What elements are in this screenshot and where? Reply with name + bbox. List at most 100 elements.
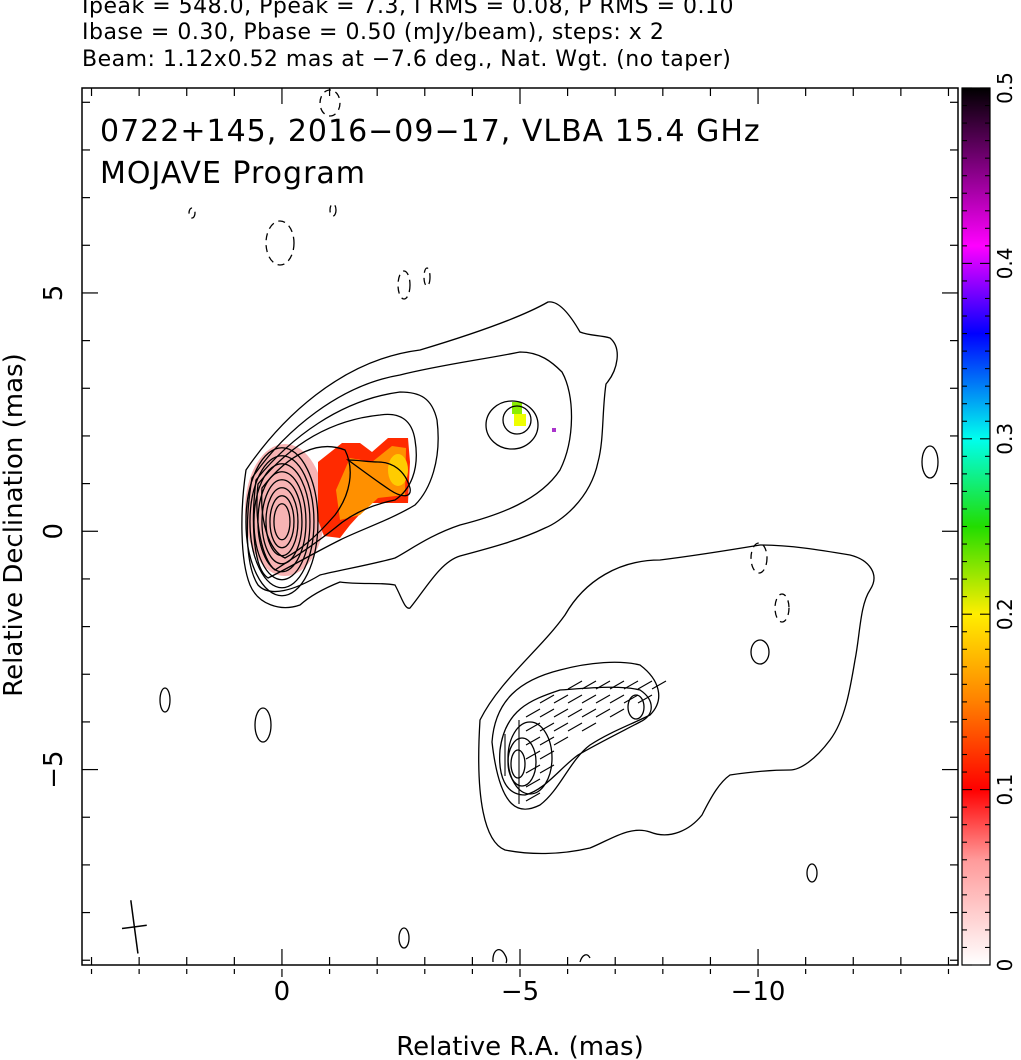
negative-contour — [188, 207, 196, 219]
isolated-contour — [159, 687, 171, 713]
plot-subtitle: MOJAVE Program — [100, 156, 366, 191]
southern-outer-contour — [478, 544, 875, 855]
header-line-3: Beam: 1.12x0.52 mas at −7.6 deg., Nat. W… — [82, 47, 732, 72]
evpa-tick — [539, 736, 555, 746]
evpa-tick — [525, 708, 541, 718]
negative-contour — [423, 267, 431, 287]
evpa-tick — [525, 792, 541, 802]
evpa-tick — [525, 778, 541, 788]
isolated-contour — [579, 954, 591, 963]
contour-jet-3 — [252, 391, 439, 579]
colorbar-tick-label: 0.1 — [993, 774, 1017, 806]
evpa-tick — [525, 750, 541, 760]
colorbar-tick-label: 0.3 — [993, 423, 1017, 455]
evpa-tick — [567, 722, 583, 732]
isolated-contour — [806, 863, 818, 883]
knot-contour-outer — [485, 400, 539, 450]
beam-minor-axis — [121, 924, 147, 930]
evpa-tick — [651, 680, 667, 690]
axis-tick-labels: 0 −5 −10 0 5 −5 — [39, 285, 785, 1007]
isolated-contour — [254, 707, 272, 743]
contour-jet-2 — [246, 351, 573, 593]
southern-knot-contour-d — [627, 694, 645, 720]
southern-contour-2 — [491, 661, 660, 810]
colorbar-tick-label: 0.5 — [993, 72, 1017, 104]
negative-contour — [750, 542, 768, 574]
plot-frame — [81, 87, 959, 966]
evpa-tick — [609, 708, 625, 718]
core-contour — [261, 479, 303, 565]
evpa-vectors — [504, 680, 667, 804]
evpa-tick — [595, 680, 611, 690]
core-contour — [257, 471, 307, 573]
x-axis-label: Relative R.A. (mas) — [396, 1032, 643, 1060]
evpa-tick — [539, 708, 555, 718]
isolated-contour — [921, 445, 939, 479]
colorbar-tick-label: 0.2 — [993, 598, 1017, 630]
negative-contour — [265, 220, 295, 266]
evpa-tick — [539, 722, 555, 732]
core-contour-group — [245, 447, 319, 597]
southern-knot-contour-c — [510, 749, 526, 779]
evpa-tick — [623, 680, 639, 690]
evpa-tick — [525, 736, 541, 746]
header-line-1: Ipeak = 548.0, Ppeak = 7.3, I RMS = 0.08… — [82, 0, 734, 19]
evpa-tick — [553, 694, 569, 704]
knot-polarization-green — [512, 402, 522, 414]
evpa-tick — [567, 708, 583, 718]
evpa-tick — [567, 694, 583, 704]
negative-contour — [397, 270, 411, 300]
negative-contour — [774, 593, 790, 623]
colorbar-ticks — [962, 87, 990, 966]
evpa-tick — [525, 722, 541, 732]
core-contour — [265, 487, 299, 557]
evpa-tick — [539, 750, 555, 760]
evpa-tick — [539, 764, 555, 774]
core-contour — [253, 463, 311, 581]
evpa-tick — [567, 680, 583, 690]
isolated-contour — [492, 949, 508, 964]
x-tick-label: −10 — [731, 977, 786, 1007]
colorbar-tick-label: 0.4 — [993, 247, 1017, 279]
negative-contour — [329, 203, 337, 217]
contour-jet-6 — [345, 459, 411, 497]
axis-ticks — [82, 88, 958, 977]
evpa-tick — [553, 722, 569, 732]
jet-polarization-yellow — [388, 454, 408, 486]
evpa-tick — [623, 694, 639, 704]
evpa-tick — [553, 736, 569, 746]
y-tick-label: −5 — [39, 750, 69, 788]
core-contour — [273, 503, 291, 541]
y-tick-label: 0 — [39, 523, 69, 540]
core-contour — [269, 495, 295, 549]
y-axis-label: Relative Declination (mas) — [0, 353, 29, 696]
evpa-tick — [595, 708, 611, 718]
x-tick-label: 0 — [274, 977, 291, 1007]
evpa-tick — [581, 694, 597, 704]
x-tick-label: −5 — [501, 977, 539, 1007]
southern-knot-contour-b — [507, 737, 537, 787]
southern-knot-contour-e — [750, 639, 770, 665]
evpa-tick — [553, 708, 569, 718]
core-contour — [249, 455, 315, 589]
colorbar-tick-labels: 0 0.1 0.2 0.3 0.4 0.5 — [993, 72, 1017, 971]
knot-polarization-yellow — [514, 414, 526, 426]
knot-contour-inner — [502, 405, 532, 435]
restoring-beam — [121, 900, 147, 954]
knot-polarization-dot — [552, 428, 556, 432]
evpa-tick — [609, 694, 625, 704]
outer-contour-jet — [241, 301, 618, 609]
evpa-tick — [539, 694, 555, 704]
evpa-tick — [595, 694, 611, 704]
core-contour — [245, 447, 319, 597]
evpa-tick — [581, 722, 597, 732]
colorbar-tick-label: 0 — [993, 959, 1017, 972]
evpa-tick — [637, 680, 653, 690]
evpa-tick — [609, 680, 625, 690]
plot-title: 0722+145, 2016−09−17, VLBA 15.4 GHz — [100, 114, 761, 149]
evpa-tick — [525, 764, 541, 774]
contour-jet-5 — [261, 446, 351, 559]
isolated-contour — [398, 927, 410, 949]
y-tick-label: 5 — [39, 285, 69, 302]
